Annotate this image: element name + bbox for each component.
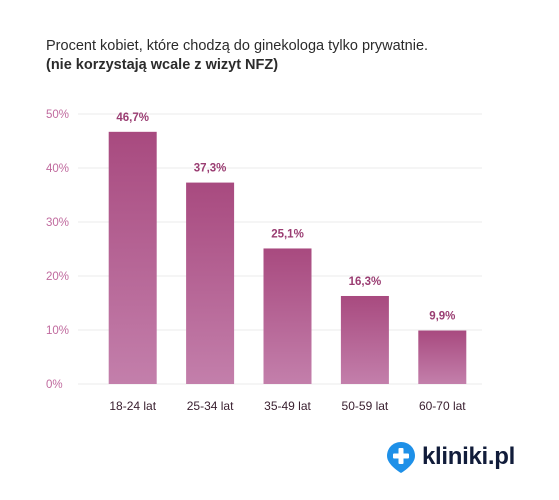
chart-subtitle: (nie korzystają wcale z wizyt NFZ) [46, 57, 279, 73]
bar [418, 330, 467, 384]
x-tick-label: 25-34 lat [187, 399, 234, 413]
x-tick-label: 50-59 lat [342, 399, 389, 413]
y-tick-label: 40% [46, 163, 69, 175]
medical-cross-pin-icon [387, 442, 415, 473]
bar [108, 131, 157, 384]
x-tick-label: 35-49 lat [264, 399, 311, 413]
bar [263, 248, 312, 384]
y-tick-label: 10% [46, 325, 69, 337]
data-label: 9,9% [429, 311, 455, 323]
x-tick-label: 18-24 lat [109, 399, 156, 413]
data-label: 16,3% [349, 276, 382, 288]
kliniki-logo: kliniki.pl [384, 440, 515, 474]
bar [186, 182, 235, 384]
x-tick-label: 60-70 lat [419, 399, 466, 413]
y-tick-label: 0% [46, 379, 63, 391]
data-label: 25,1% [271, 228, 304, 240]
chart-title: Procent kobiet, które chodzą do ginekolo… [46, 38, 429, 54]
bar [340, 295, 389, 384]
logo-text: kliniki.pl [422, 443, 516, 470]
bar-chart: 0% 10% 20% 30% 40% 50% 46,7% 18-24 lat 37,3% 25-3… [46, 109, 482, 413]
y-tick-label: 30% [46, 217, 69, 229]
y-tick-label: 20% [46, 271, 69, 283]
data-label: 46,7% [116, 112, 149, 124]
y-tick-label: 50% [46, 109, 69, 121]
data-label: 37,3% [194, 163, 227, 175]
